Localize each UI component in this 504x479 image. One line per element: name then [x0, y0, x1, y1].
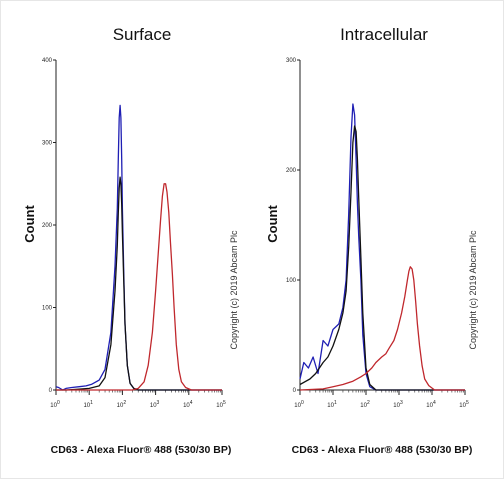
surface-y-tick-label: 0: [49, 388, 53, 394]
intracellular-y-tick-label: 0: [293, 388, 297, 394]
surface-y-axis-label: Count: [22, 205, 37, 243]
surface-histogram-black: [56, 176, 222, 391]
surface-x-tick-label: 104: [183, 400, 193, 409]
intracellular-title: Intracellular: [340, 25, 428, 44]
surface-x-tick-label: 100: [50, 400, 60, 409]
intracellular-x-axis-label: CD63 - Alexa Fluor® 488 (530/30 BP): [292, 444, 473, 456]
surface-y-tick-label: 200: [42, 223, 53, 229]
surface-panel: Surface Count CD63 - Alexa Fluor® 488 (5…: [22, 25, 231, 456]
intracellular-x-tick-label: 105: [459, 400, 469, 409]
surface-x-axis-label: CD63 - Alexa Fluor® 488 (530/30 BP): [51, 444, 232, 456]
intracellular-histogram-black: [299, 125, 465, 391]
intracellular-y-axis-label: Count: [265, 205, 280, 243]
intracellular-x-tick-label: 103: [393, 400, 403, 409]
surface-x-tick-label: 102: [117, 400, 127, 409]
intracellular-panel: Intracellular Count CD63 - Alexa Fluor® …: [265, 25, 472, 456]
intracellular-x-tick-label: 101: [327, 400, 337, 409]
intracellular-histogram-red: [299, 266, 465, 391]
surface-y-tick-label: 400: [42, 58, 53, 64]
intracellular-x-tick-label: 104: [426, 400, 436, 409]
surface-x-tick-label: 105: [216, 400, 226, 409]
surface-y-tick-label: 300: [42, 141, 53, 147]
copyright-notice-left: Copyright (c) 2019 Abcam Plc: [229, 230, 239, 350]
surface-histogram-blue: [55, 104, 222, 391]
surface-x-tick-label: 103: [150, 400, 160, 409]
intracellular-y-tick-label: 100: [286, 278, 297, 284]
intracellular-y-tick-label: 200: [286, 168, 297, 174]
surface-x-tick-label: 101: [83, 400, 93, 409]
surface-y-tick-label: 100: [42, 306, 53, 312]
copyright-notice-right: Copyright (c) 2019 Abcam Plc: [468, 230, 478, 350]
surface-histogram-red: [56, 183, 222, 391]
intracellular-y-tick-label: 300: [286, 58, 297, 64]
intracellular-x-tick-label: 100: [294, 400, 304, 409]
intracellular-histogram-blue: [299, 103, 465, 391]
intracellular-x-tick-label: 102: [360, 400, 370, 409]
surface-title: Surface: [113, 25, 172, 44]
